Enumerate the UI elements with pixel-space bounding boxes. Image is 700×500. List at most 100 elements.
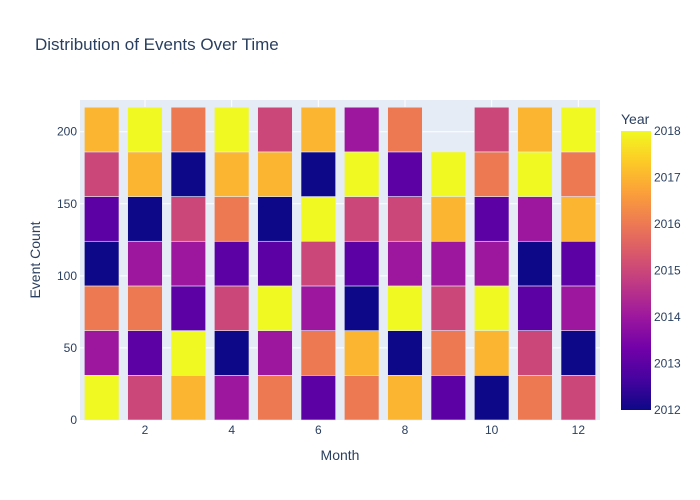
bar-segment-month-3-year-2017 xyxy=(170,375,206,421)
bar-segment-month-9-year-2014 xyxy=(430,240,466,287)
bar-segment-month-4-year-2017 xyxy=(214,151,250,197)
bar-segment-month-6-year-2018 xyxy=(300,196,336,242)
bar-segment-month-8-year-2017 xyxy=(387,375,423,421)
colorbar-tick-label: 2015 xyxy=(654,264,681,278)
bar-segment-month-12-year-2013 xyxy=(560,240,596,287)
bar-segment-month-7-year-2018 xyxy=(344,151,380,197)
bar-segment-month-7-year-2012 xyxy=(344,285,380,331)
bar-segment-month-8-year-2012 xyxy=(387,330,423,376)
bar-segment-month-7-year-2013 xyxy=(344,240,380,287)
bar-segment-month-4-year-2012 xyxy=(214,330,250,376)
bar-segment-month-3-year-2014 xyxy=(170,240,206,287)
bar-segment-month-2-year-2013 xyxy=(127,330,163,376)
bar-segment-month-11-year-2013 xyxy=(517,285,553,331)
bar-segment-month-7-year-2017 xyxy=(344,330,380,376)
bar-segment-month-12-year-2018 xyxy=(560,106,596,153)
bar-segment-month-4-year-2016 xyxy=(214,196,250,242)
bar-segment-month-12-year-2015 xyxy=(560,375,596,421)
bar-segment-month-2-year-2016 xyxy=(127,285,163,331)
bar-segment-month-3-year-2012 xyxy=(170,151,206,197)
colorbar-tick-label: 2013 xyxy=(654,357,681,371)
y-axis-title: Event Count xyxy=(27,221,43,298)
x-axis-ticks: 2 4 6 8 10 12 xyxy=(142,423,586,437)
colorbar-title: Year xyxy=(621,111,650,127)
bar-segment-month-10-year-2015 xyxy=(474,106,510,153)
bar-segment-month-11-year-2018 xyxy=(517,151,553,197)
chart-title: Distribution of Events Over Time xyxy=(35,35,279,54)
bar-segment-month-5-year-2017 xyxy=(257,151,293,197)
bar-segment-month-11-year-2012 xyxy=(517,240,553,287)
bar-segment-month-6-year-2017 xyxy=(300,106,336,153)
bar-segment-month-6-year-2014 xyxy=(300,285,336,331)
colorbar-tick-label: 2016 xyxy=(654,217,681,231)
colorbar-tick-label: 2014 xyxy=(654,310,681,324)
bar-segment-month-12-year-2016 xyxy=(560,151,596,197)
bar-segment-month-2-year-2018 xyxy=(127,106,163,153)
bar-segment-month-5-year-2012 xyxy=(257,196,293,242)
colorbar-tick-label: 2012 xyxy=(654,403,681,417)
bar-segment-month-1-year-2014 xyxy=(84,330,120,376)
bar-segment-month-9-year-2015 xyxy=(430,285,466,331)
bar-segment-month-12-year-2017 xyxy=(560,196,596,242)
bar-segment-month-6-year-2016 xyxy=(300,330,336,376)
bar-segment-month-9-year-2016 xyxy=(430,330,466,376)
bar-segment-month-10-year-2017 xyxy=(474,330,510,376)
bar-segment-month-1-year-2012 xyxy=(84,240,120,287)
bar-segment-month-7-year-2016 xyxy=(344,375,380,421)
bar-segment-month-9-year-2013 xyxy=(430,375,466,421)
bars xyxy=(84,106,596,421)
bar-segment-month-2-year-2017 xyxy=(127,151,163,197)
bar-segment-month-1-year-2013 xyxy=(84,196,120,242)
bar-segment-month-11-year-2014 xyxy=(517,196,553,242)
y-tick-label: 150 xyxy=(57,197,77,211)
bar-segment-month-11-year-2015 xyxy=(517,330,553,376)
bar-segment-month-1-year-2018 xyxy=(84,375,120,421)
y-tick-label: 200 xyxy=(57,125,77,139)
x-tick-label: 2 xyxy=(142,423,149,437)
bar-segment-month-2-year-2015 xyxy=(127,375,163,421)
bar-segment-month-9-year-2017 xyxy=(430,196,466,242)
bar-segment-month-4-year-2014 xyxy=(214,375,250,421)
bar-segment-month-5-year-2014 xyxy=(257,330,293,376)
y-tick-label: 0 xyxy=(70,413,77,427)
bar-segment-month-10-year-2016 xyxy=(474,151,510,197)
bar-segment-month-3-year-2015 xyxy=(170,196,206,242)
bar-segment-month-5-year-2018 xyxy=(257,285,293,331)
bar-segment-month-5-year-2016 xyxy=(257,375,293,421)
x-tick-label: 12 xyxy=(572,423,586,437)
bar-segment-month-6-year-2015 xyxy=(300,240,336,287)
y-tick-label: 50 xyxy=(64,341,78,355)
bar-segment-month-11-year-2017 xyxy=(517,106,553,153)
bar-segment-month-6-year-2012 xyxy=(300,151,336,197)
bar-segment-month-3-year-2013 xyxy=(170,285,206,331)
bar-segment-month-1-year-2016 xyxy=(84,285,120,331)
bar-segment-month-12-year-2014 xyxy=(560,285,596,331)
bar-segment-month-4-year-2018 xyxy=(214,106,250,153)
x-tick-label: 4 xyxy=(228,423,235,437)
x-tick-label: 10 xyxy=(485,423,499,437)
bar-segment-month-8-year-2014 xyxy=(387,240,423,287)
bar-segment-month-10-year-2018 xyxy=(474,285,510,331)
bar-segment-month-8-year-2015 xyxy=(387,196,423,242)
x-tick-label: 8 xyxy=(402,423,409,437)
x-tick-label: 6 xyxy=(315,423,322,437)
bar-segment-month-7-year-2014 xyxy=(344,106,380,153)
bar-segment-month-10-year-2012 xyxy=(474,375,510,421)
bar-segment-month-5-year-2015 xyxy=(257,106,293,153)
colorbar-tick-label: 2017 xyxy=(654,171,681,185)
bar-segment-month-4-year-2015 xyxy=(214,285,250,331)
bar-segment-month-9-year-2018 xyxy=(430,151,466,197)
bar-segment-month-12-year-2012 xyxy=(560,330,596,376)
bar-segment-month-7-year-2015 xyxy=(344,196,380,242)
bar-segment-month-3-year-2018 xyxy=(170,330,206,376)
bar-segment-month-6-year-2013 xyxy=(300,375,336,421)
bar-segment-month-8-year-2018 xyxy=(387,285,423,331)
bar-segment-month-3-year-2016 xyxy=(170,106,206,153)
bar-segment-month-10-year-2013 xyxy=(474,196,510,242)
x-axis-title: Month xyxy=(321,447,360,463)
bar-segment-month-11-year-2016 xyxy=(517,375,553,421)
bar-segment-month-1-year-2015 xyxy=(84,151,120,197)
colorbar xyxy=(621,131,651,410)
plot-area xyxy=(80,100,600,420)
